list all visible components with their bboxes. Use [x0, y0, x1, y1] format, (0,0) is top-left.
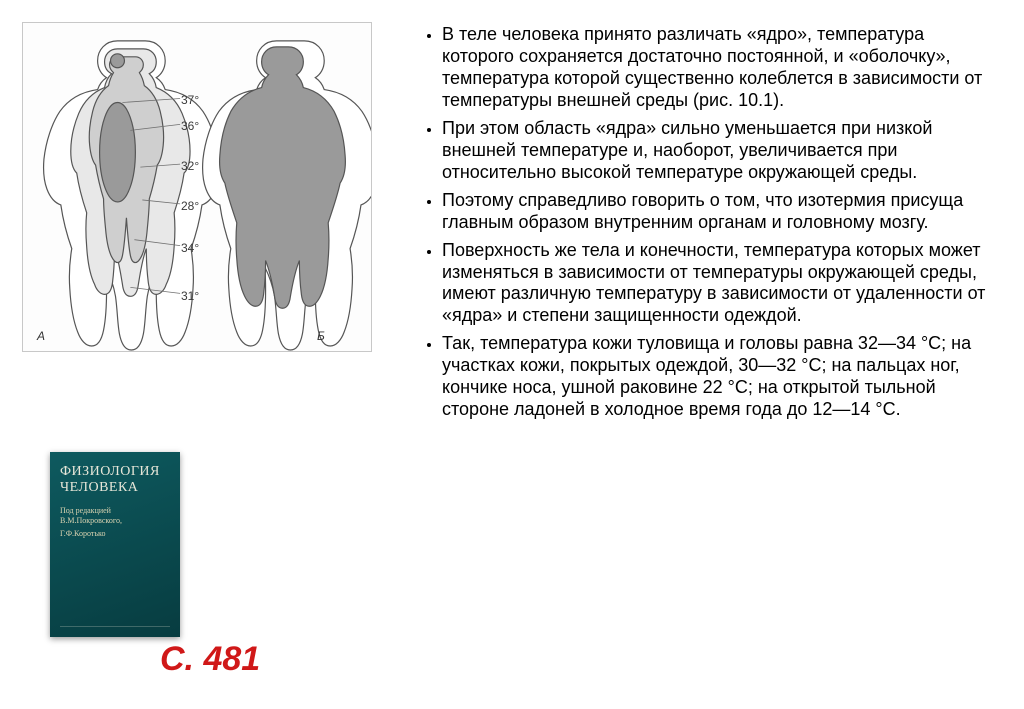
- temp-label-31: 31°: [181, 289, 199, 303]
- temp-label-36: 36°: [181, 119, 199, 133]
- bullet-list: В теле человека принято различать «ядро»…: [418, 24, 998, 421]
- book-cover: ФИЗИОЛОГИЯ ЧЕЛОВЕКА Под редакцией В.М.По…: [50, 452, 180, 637]
- page-reference: С. 481: [160, 640, 260, 679]
- text-content: В теле человека принято различать «ядро»…: [418, 24, 998, 427]
- book-editor-name1: В.М.Покровского,: [60, 516, 170, 526]
- book-editor-name2: Г.Ф.Коротько: [60, 529, 170, 539]
- list-item: Поверхность же тела и конечности, темпер…: [442, 240, 998, 328]
- figure-label-a: А: [37, 329, 45, 343]
- temp-label-34: 34°: [181, 241, 199, 255]
- body-temperature-diagram: 37° 36° 32° 28° 34° 31° А Б: [22, 22, 372, 352]
- figure-label-b: Б: [317, 329, 325, 343]
- temp-label-28: 28°: [181, 199, 199, 213]
- book-editor-line: Под редакцией: [60, 506, 170, 516]
- list-item: При этом область «ядра» сильно уменьшает…: [442, 118, 998, 184]
- temp-label-32: 32°: [181, 159, 199, 173]
- list-item: В теле человека принято различать «ядро»…: [442, 24, 998, 112]
- list-item: Поэтому справедливо говорить о том, что …: [442, 190, 998, 234]
- book-title-line2: ЧЕЛОВЕКА: [60, 480, 170, 496]
- list-item: Так, температура кожи туловища и головы …: [442, 333, 998, 421]
- temp-label-37: 37°: [181, 93, 199, 107]
- book-title-line1: ФИЗИОЛОГИЯ: [60, 464, 170, 480]
